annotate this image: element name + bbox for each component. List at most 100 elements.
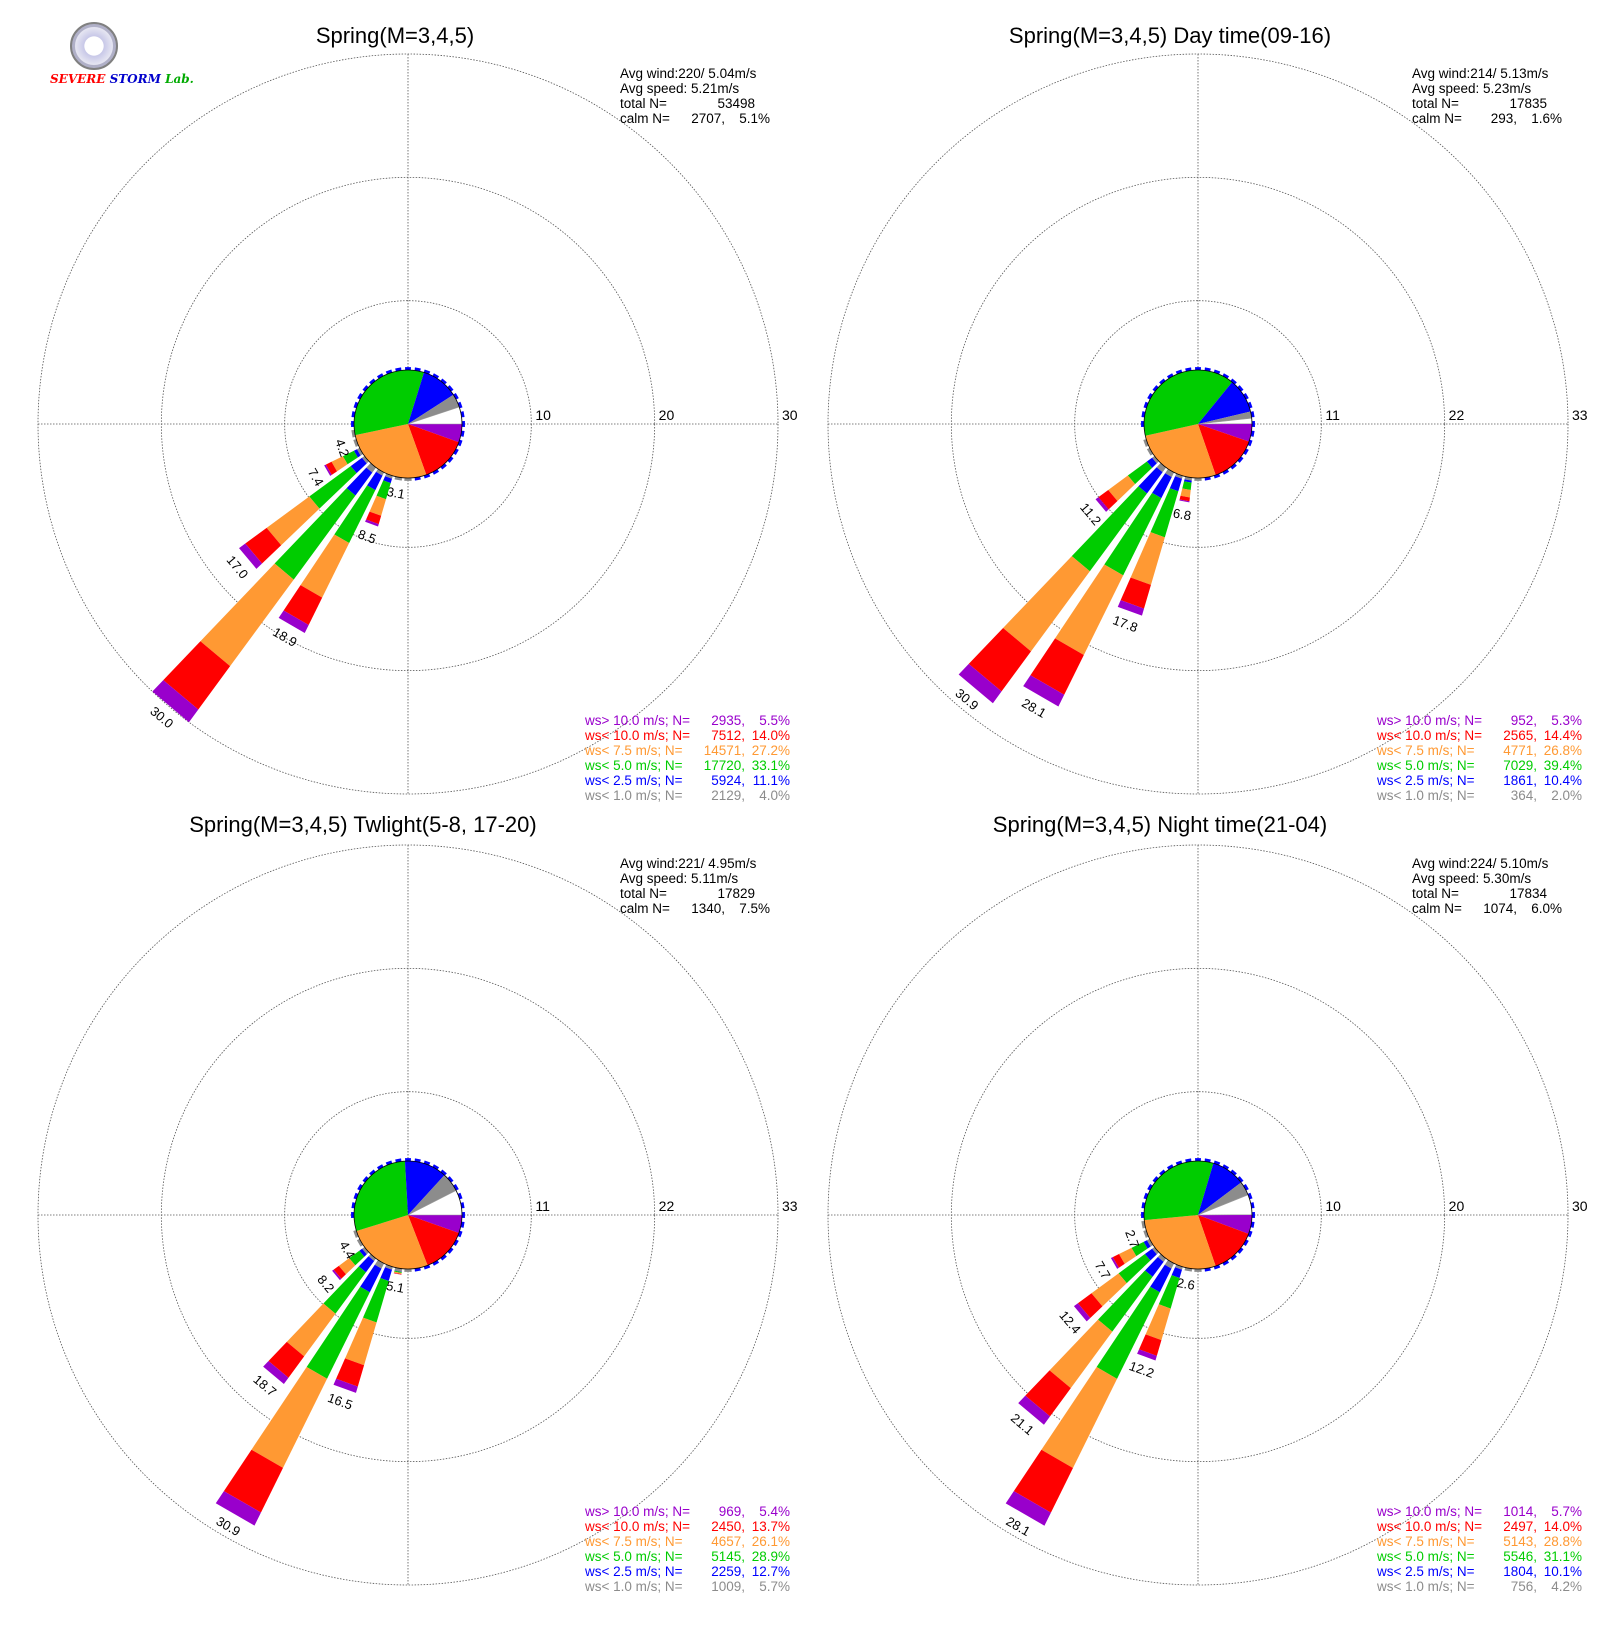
pie-slice-1 [1198,424,1250,476]
legend-count: 2129, [711,788,745,803]
direction-tick [1251,421,1255,427]
pie-slice-0 [408,1215,462,1233]
legend-count: 7512, [711,728,745,743]
direction-tick [453,1183,459,1191]
legend-count: 2450, [711,1519,745,1534]
bar-segment-0 [1152,455,1159,464]
stat-calm-pct: 5.1% [739,111,770,126]
bar-segment-3 [1180,488,1191,498]
pie-slice-5 [408,394,460,424]
legend-label: ws< 7.5 m/s; N= [584,743,683,758]
bar-segment-0 [1194,1268,1202,1272]
direction-tick [405,1158,411,1162]
legend-percent: 11.1% [753,773,790,788]
bar-value-label: 2.7 [1122,1228,1142,1250]
legend-count: 14571, [704,743,745,758]
direction-tick [453,392,459,400]
direction-tick [432,1164,440,1170]
bar-segment-5 [365,519,379,527]
pie-slice-2 [355,424,427,478]
direction-tick [1143,1192,1149,1200]
direction-bar-190: 2.6 [1176,1267,1196,1293]
legend-label: ws< 2.5 m/s; N= [584,773,683,788]
stat-total-label: total N= [620,886,667,901]
direction-tick [357,392,363,400]
direction-tick [461,1212,465,1218]
bar-segment-0 [361,455,369,464]
direction-tick [353,1192,359,1200]
legend-count: 4771, [1503,743,1537,758]
bar-segment-5 [215,1491,261,1526]
pie-slice-5 [1198,411,1252,424]
pie-slice-3 [354,370,425,436]
bar-segment-5 [1179,499,1190,503]
bar-value-label: 7.4 [305,466,327,489]
direction-tick [461,421,465,427]
legend-label: ws< 7.5 m/s; N= [1376,1534,1475,1549]
bar-segment-4 [968,627,1031,692]
legend-count: 5145, [711,1549,745,1564]
pie-slice-2 [1145,424,1216,478]
direction-tick [1230,1254,1237,1261]
legend-label: ws< 1.0 m/s; N= [584,1579,683,1594]
direction-tick [432,1260,440,1266]
direction-tick [1222,469,1230,475]
bar-segment-4 [1077,1293,1103,1318]
stat-avg-speed: Avg speed: 5.30m/s [1412,871,1531,886]
legend-count: 1014, [1503,1504,1537,1519]
bar-segment-1 [1152,473,1172,499]
bar-segment-0 [1156,463,1167,473]
bar-segment-1 [380,1267,393,1282]
legend-percent: 28.8% [1544,1534,1582,1549]
bar-segment-1 [1169,476,1183,492]
direction-bar-240 [1146,447,1154,456]
direction-tick [1237,456,1244,463]
stat-calm-value: 1340, [691,901,725,916]
logo-text: SEVERE STORM Lab. [50,72,194,86]
bar-segment-3 [369,495,387,516]
legend-percent: 27.2% [752,743,790,758]
legend-label: ws< 1.0 m/s; N= [584,788,683,803]
direction-tick [369,378,376,385]
bar-value-label: 8.5 [356,526,378,546]
bar-segment-2 [342,450,358,465]
bar-segment-2 [349,1250,365,1266]
direction-tick [376,1164,384,1170]
pie-slice-0 [1198,1215,1253,1234]
legend-percent: 2.0% [1551,788,1582,803]
bar-segment-3 [1108,475,1136,501]
direction-bar-200: 8.5 [356,473,393,547]
bar-segment-1 [350,457,367,474]
bar-segment-1 [353,449,361,458]
legend-percent: 33.1% [752,758,790,773]
bar-segment-0 [376,468,385,476]
pie-outline [1143,1160,1253,1270]
bar-segment-4 [1179,495,1190,502]
direction-tick [432,373,440,379]
pie-outline [353,1160,463,1270]
bar-segment-2 [1131,1241,1148,1257]
bar-segment-2 [1127,461,1153,485]
bar-segment-5 [1117,600,1145,616]
bar-segment-1 [1138,467,1163,494]
bar-value-label: 17.8 [1111,612,1140,635]
legend-percent: 39.4% [1544,758,1582,773]
bar-segment-1 [1184,479,1192,483]
direction-tick [1175,369,1183,375]
ring-label: 33 [782,1198,798,1214]
bar-segment-2 [1071,486,1147,572]
direction-tick [376,373,384,379]
bar-segment-4 [1030,638,1084,695]
bar-segment-2 [1096,1286,1160,1379]
bar-segment-0 [1157,1254,1167,1262]
legend-count: 1804, [1503,1564,1537,1579]
stat-avg-wind: Avg wind:214/ 5.13m/s [1412,66,1549,81]
bar-segment-1 [1150,1264,1172,1293]
bar-value-label: 2.6 [1176,1275,1196,1293]
stat-calm-pct: 6.0% [1531,901,1562,916]
bar-segment-3 [1145,1304,1171,1341]
ring-label: 33 [1572,407,1588,423]
direction-bar-190: 6.8 [1172,476,1192,523]
bar-segment-3 [1041,1367,1118,1468]
